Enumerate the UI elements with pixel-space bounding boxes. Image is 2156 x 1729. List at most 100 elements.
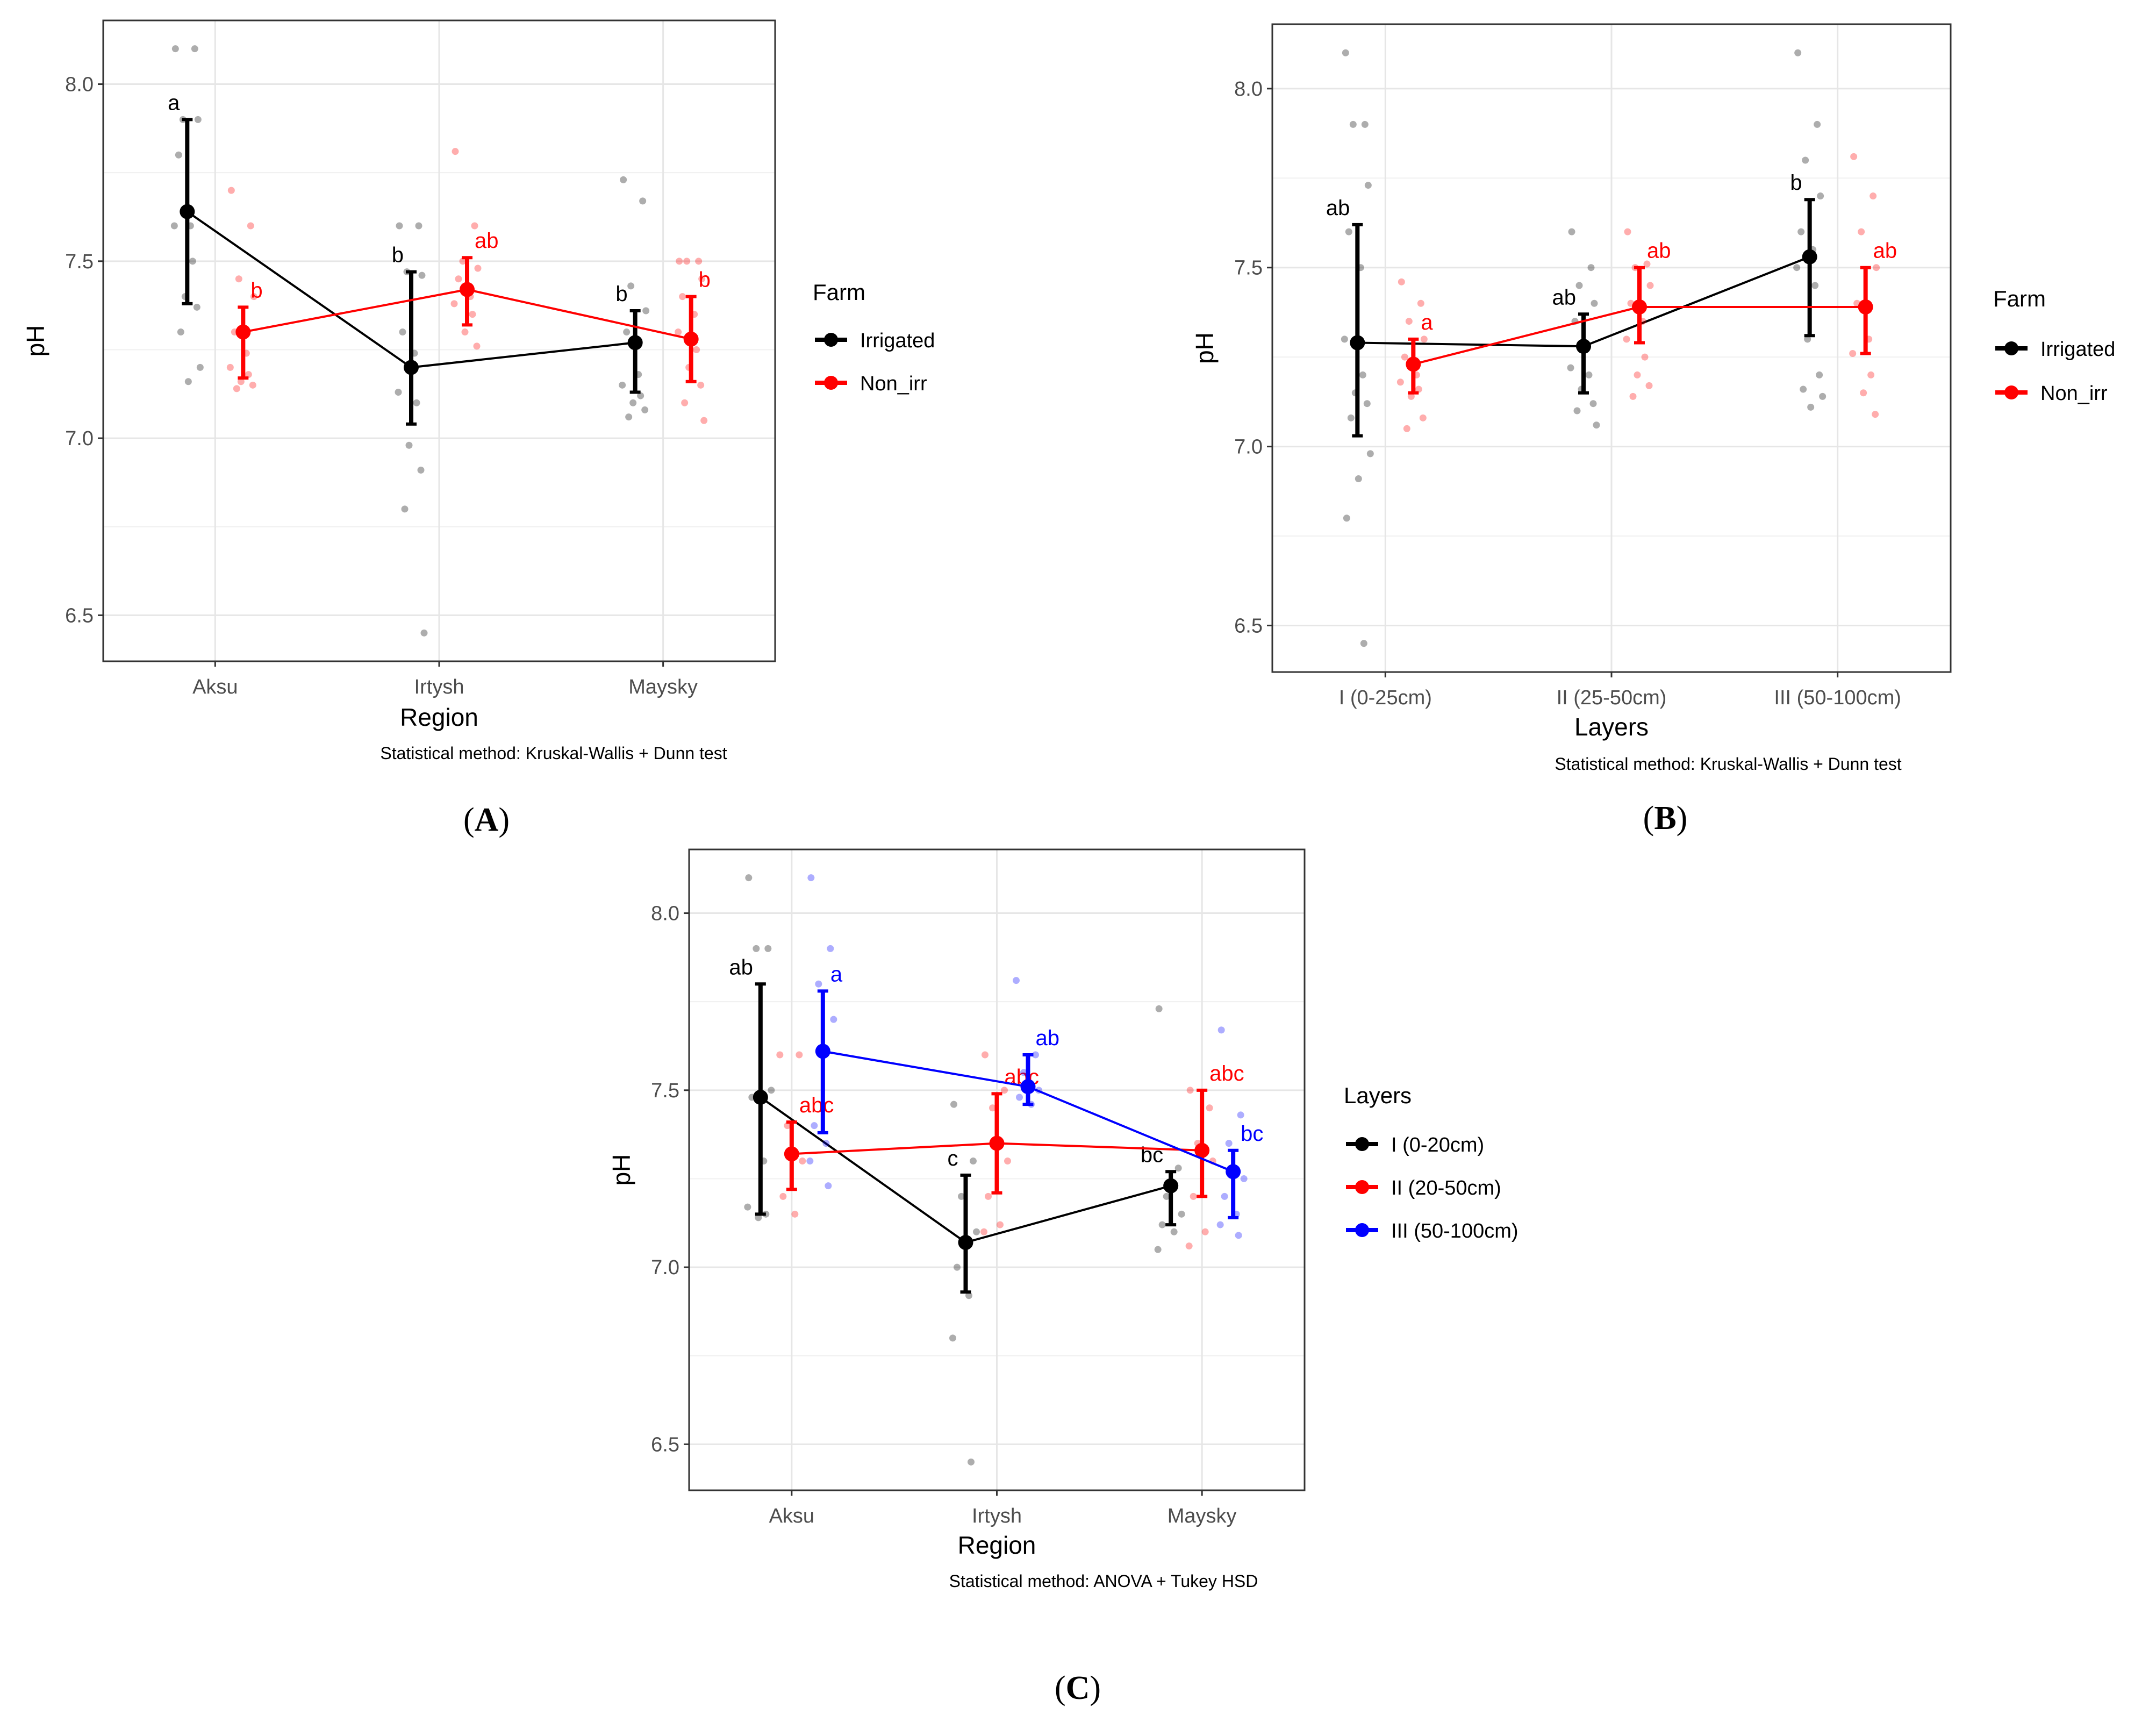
- significance-letter: ab: [1036, 1026, 1060, 1050]
- raw-data-point: [700, 417, 708, 424]
- raw-data-point: [1870, 192, 1877, 200]
- mean-point: [460, 282, 475, 297]
- raw-data-point: [1407, 392, 1415, 400]
- raw-data-point: [1032, 1051, 1039, 1059]
- x-tick-label: Irtysh: [972, 1505, 1022, 1527]
- raw-data-point: [784, 1122, 791, 1130]
- raw-data-point: [1814, 120, 1821, 128]
- raw-data-point: [227, 187, 235, 194]
- raw-data-point: [1363, 400, 1371, 408]
- raw-data-point: [1217, 1026, 1225, 1034]
- method-caption: Statistical method: ANOVA + Tukey HSD: [949, 1571, 1258, 1591]
- method-caption: Statistical method: Kruskal-Wallis + Dun…: [1555, 754, 1901, 774]
- raw-data-point: [1417, 299, 1424, 307]
- series-non-irr: b ab b: [226, 148, 711, 424]
- significance-letter: c: [948, 1147, 958, 1170]
- x-tick-label: Aksu: [769, 1505, 814, 1527]
- significance-letter: abc: [799, 1094, 834, 1117]
- raw-data-point: [233, 385, 240, 392]
- raw-data-point: [401, 505, 409, 513]
- raw-data-point: [950, 1101, 957, 1108]
- raw-data-point: [1216, 1221, 1224, 1228]
- raw-data-point: [825, 1182, 832, 1190]
- raw-data-point: [641, 406, 649, 413]
- raw-data-point: [1345, 228, 1352, 235]
- raw-data-point: [796, 1051, 803, 1059]
- raw-data-point: [970, 1158, 977, 1165]
- raw-data-point: [459, 258, 467, 265]
- raw-data-point: [830, 1016, 837, 1023]
- legend-key-point: [824, 376, 838, 390]
- raw-data-point: [1020, 1069, 1027, 1076]
- legend-title: Farm: [1993, 286, 2046, 311]
- raw-data-point: [1366, 450, 1374, 458]
- raw-data-point: [237, 378, 245, 385]
- raw-data-point: [1419, 414, 1427, 421]
- mean-point: [753, 1089, 768, 1105]
- mean-point: [989, 1135, 1005, 1151]
- significance-letter: ab: [475, 229, 499, 253]
- panel-letter: C: [1066, 1670, 1090, 1706]
- legend: Layers I (0-20cm) II (20-50cm) III (50-100c…: [1344, 1083, 1518, 1242]
- raw-data-point: [461, 328, 469, 336]
- raw-data-point: [1235, 1232, 1242, 1239]
- legend-label: Non_irr: [2040, 382, 2108, 405]
- raw-data-point: [1645, 382, 1653, 389]
- legend: Farm Irrigated Non_irr: [813, 280, 935, 395]
- raw-data-point: [637, 392, 644, 399]
- significance-letter: ab: [1552, 285, 1577, 309]
- raw-data-point: [815, 980, 822, 988]
- raw-data-point: [193, 303, 200, 311]
- raw-data-point: [681, 399, 689, 406]
- y-tick-label: 7.0: [651, 1256, 679, 1279]
- legend-key-point: [1355, 1180, 1369, 1194]
- raw-data-point: [1405, 318, 1413, 325]
- significance-letter: a: [830, 962, 843, 986]
- raw-data-point: [744, 1203, 751, 1211]
- raw-data-point: [1591, 299, 1598, 307]
- significance-letter: bc: [1141, 1143, 1163, 1167]
- legend-title: Farm: [813, 280, 865, 305]
- raw-data-point: [1155, 1005, 1163, 1012]
- raw-data-point: [1819, 392, 1826, 400]
- raw-data-point: [679, 293, 686, 301]
- x-axis-title: Region: [958, 1531, 1036, 1559]
- legend-label: I (0-20cm): [1391, 1134, 1484, 1156]
- raw-data-point: [755, 1214, 762, 1221]
- raw-data-point: [413, 399, 420, 406]
- x-tick-label: Maysky: [1167, 1505, 1237, 1527]
- legend-key-point: [1355, 1223, 1369, 1237]
- y-axis-title: pH: [1191, 332, 1219, 364]
- raw-data-point: [676, 258, 683, 265]
- raw-data-point: [1849, 349, 1857, 357]
- significance-letter: b: [615, 282, 627, 306]
- chart-panel-c: 6.5 7.0 7.5 8.0 Aksu Irtysh Maysky Region pH Stat…: [607, 848, 1518, 1706]
- raw-data-point: [683, 258, 691, 265]
- raw-data-point: [177, 328, 184, 336]
- significance-letter: abc: [1209, 1062, 1244, 1085]
- legend-label: II (20-50cm): [1391, 1177, 1501, 1199]
- raw-data-point: [1398, 278, 1405, 285]
- raw-data-point: [625, 413, 633, 421]
- significance-letter: b: [392, 244, 404, 267]
- raw-data-point: [1811, 282, 1819, 289]
- raw-data-point: [1403, 425, 1410, 432]
- raw-data-point: [1575, 282, 1583, 289]
- legend-key-point: [2004, 385, 2018, 399]
- raw-data-point: [175, 151, 182, 159]
- raw-data-point: [1178, 1210, 1185, 1218]
- y-tick-label: 8.0: [65, 74, 94, 96]
- raw-data-point: [1593, 421, 1600, 429]
- raw-data-point: [1804, 335, 1811, 343]
- plot-border: [1271, 23, 1952, 673]
- raw-data-point: [1186, 1087, 1194, 1094]
- raw-data-point: [455, 275, 462, 283]
- raw-data-point: [1013, 977, 1020, 984]
- raw-data-point: [954, 1263, 961, 1271]
- mean-point: [180, 204, 195, 219]
- x-tick-label: Irtysh: [414, 676, 464, 698]
- raw-data-point: [1225, 1140, 1233, 1147]
- x-tick-label: Aksu: [192, 676, 238, 698]
- raw-data-point: [1401, 353, 1408, 361]
